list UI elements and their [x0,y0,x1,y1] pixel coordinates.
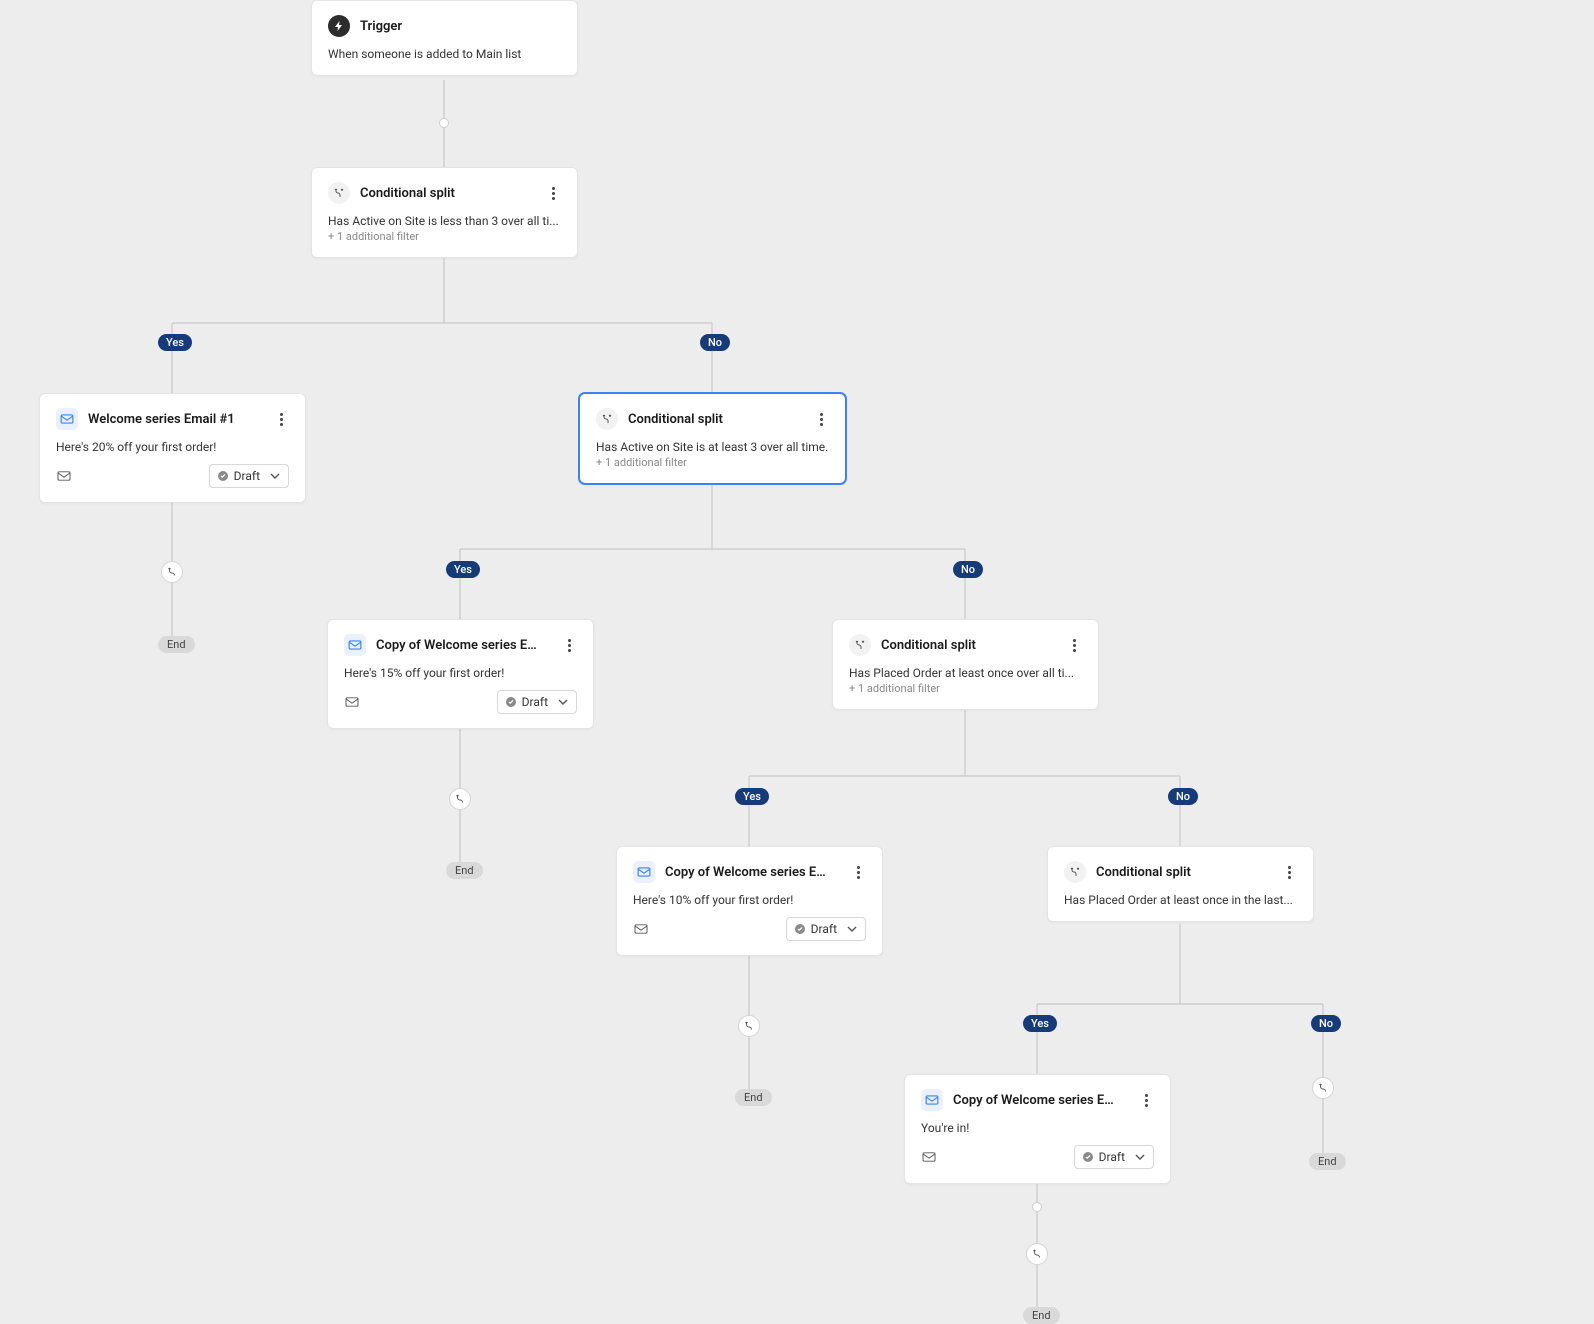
branch-badge-yes: Yes [446,561,480,578]
node-title: Conditional split [360,186,455,201]
mail-outline-icon [921,1151,937,1163]
node-desc: Here's 10% off your first order! [633,893,866,907]
status-dot-icon [795,924,805,934]
branch-badge-yes: Yes [158,334,192,351]
flow-canvas: Trigger When someone is added to Main li… [0,0,1594,1320]
node-desc: Has Placed Order at least once in the la… [1064,893,1297,907]
mail-icon [56,408,78,430]
email-node[interactable]: Copy of Welcome series Em... You're in! … [904,1074,1171,1184]
status-label: Draft [234,469,260,483]
branch-merge-icon[interactable] [1026,1243,1048,1265]
end-badge: End [1309,1153,1346,1170]
node-desc: Here's 20% off your first order! [56,440,289,454]
mail-outline-icon [344,696,360,708]
branch-icon [328,182,350,204]
branch-merge-icon[interactable] [161,561,183,583]
branch-merge-icon[interactable] [1312,1077,1334,1099]
branch-icon [849,634,871,656]
trigger-desc: When someone is added to Main list [328,47,561,61]
mail-icon [633,861,655,883]
mail-outline-icon [56,470,72,482]
branch-badge-no: No [700,334,730,351]
node-menu-button[interactable] [273,411,289,427]
status-dropdown[interactable]: Draft [497,690,577,714]
node-desc: You're in! [921,1121,1154,1135]
status-label: Draft [811,922,837,936]
add-step-handle[interactable] [1032,1202,1042,1212]
node-subfilter: + 1 additional filter [849,682,1082,695]
status-dot-icon [218,471,228,481]
chevron-down-icon [1135,1154,1145,1160]
trigger-title: Trigger [360,19,402,34]
node-menu-button[interactable] [1066,637,1082,653]
node-menu-button[interactable] [850,864,866,880]
status-dot-icon [1083,1152,1093,1162]
conditional-split-node[interactable]: Conditional split Has Placed Order at le… [1047,846,1314,922]
node-menu-button[interactable] [545,185,561,201]
status-dropdown[interactable]: Draft [209,464,289,488]
end-badge: End [1023,1307,1060,1324]
branch-merge-icon[interactable] [449,788,471,810]
node-desc: Has Active on Site is at least 3 over al… [596,440,829,454]
status-dot-icon [506,697,516,707]
email-node[interactable]: Copy of Welcome series Em... Here's 10% … [616,846,883,956]
status-dropdown[interactable]: Draft [786,917,866,941]
status-label: Draft [1099,1150,1125,1164]
node-desc: Has Active on Site is less than 3 over a… [328,214,561,228]
node-menu-button[interactable] [1138,1092,1154,1108]
conditional-split-node[interactable]: Conditional split Has Active on Site is … [579,393,846,484]
email-node[interactable]: Copy of Welcome series Em... Here's 15% … [327,619,594,729]
trigger-node[interactable]: Trigger When someone is added to Main li… [311,0,578,76]
node-title: Welcome series Email #1 [88,412,235,427]
node-title: Copy of Welcome series Em... [953,1093,1123,1108]
branch-icon [596,408,618,430]
status-dropdown[interactable]: Draft [1074,1145,1154,1169]
branch-badge-yes: Yes [1023,1015,1057,1032]
bolt-icon [328,15,350,37]
chevron-down-icon [270,473,280,479]
branch-badge-yes: Yes [735,788,769,805]
email-node[interactable]: Welcome series Email #1 Here's 20% off y… [39,393,306,503]
node-title: Conditional split [628,412,723,427]
conditional-split-node[interactable]: Conditional split Has Active on Site is … [311,167,578,258]
end-badge: End [446,862,483,879]
mail-outline-icon [633,923,649,935]
connector-lines [0,0,1594,1320]
node-subfilter: + 1 additional filter [596,456,829,469]
node-title: Conditional split [1096,865,1191,880]
branch-icon [1064,861,1086,883]
node-menu-button[interactable] [1281,864,1297,880]
node-desc: Has Placed Order at least once over all … [849,666,1082,680]
node-title: Conditional split [881,638,976,653]
node-subfilter: + 1 additional filter [328,230,561,243]
end-badge: End [735,1089,772,1106]
branch-merge-icon[interactable] [738,1015,760,1037]
mail-icon [921,1089,943,1111]
node-menu-button[interactable] [561,637,577,653]
chevron-down-icon [558,699,568,705]
node-title: Copy of Welcome series Em... [376,638,546,653]
conditional-split-node[interactable]: Conditional split Has Placed Order at le… [832,619,1099,710]
node-title: Copy of Welcome series Em... [665,865,835,880]
add-step-handle[interactable] [439,118,449,128]
branch-badge-no: No [953,561,983,578]
node-desc: Here's 15% off your first order! [344,666,577,680]
chevron-down-icon [847,926,857,932]
end-badge: End [158,636,195,653]
branch-badge-no: No [1168,788,1198,805]
status-label: Draft [522,695,548,709]
node-menu-button[interactable] [813,411,829,427]
mail-icon [344,634,366,656]
branch-badge-no: No [1311,1015,1341,1032]
